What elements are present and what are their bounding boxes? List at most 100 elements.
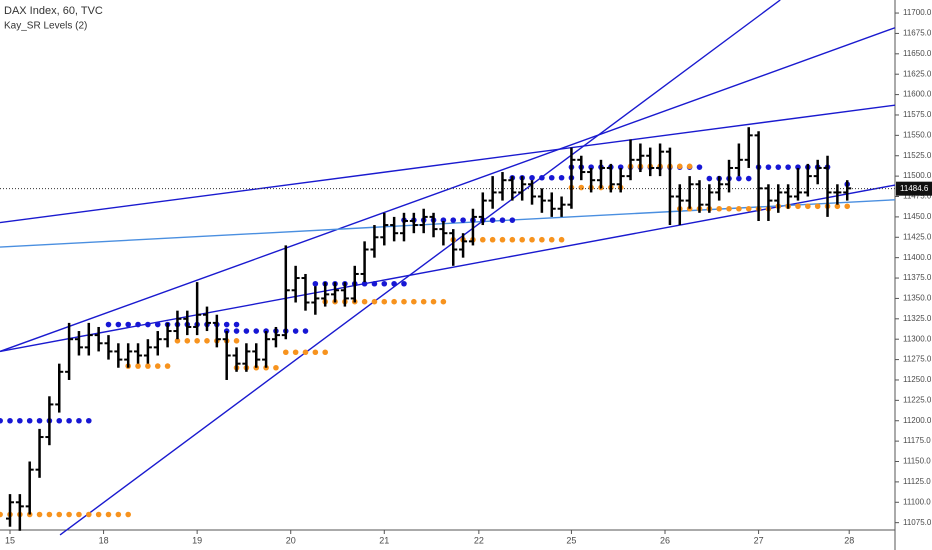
level-dot [194,338,200,344]
trendline [0,199,896,248]
level-dot [479,236,486,243]
y-tick-label: 11525.0 [903,151,932,160]
y-tick-label: 11225.0 [903,395,932,404]
level-dot [85,511,92,518]
level-dot [539,236,545,243]
level-dot [401,280,407,287]
sr-level [0,417,92,424]
level-dot [154,321,161,328]
level-dot [795,203,801,210]
y-tick-label: 11325.0 [903,314,932,323]
level-dot [706,175,713,182]
level-dot [371,280,378,287]
level-dot [440,298,447,305]
y-tick-label: 11400.0 [903,253,932,262]
level-dot [716,205,722,212]
level-dot [105,321,112,328]
sr-level [775,203,851,210]
level-dot [529,236,535,243]
level-dot [125,511,131,518]
level-dot [164,363,171,369]
level-dot [76,511,82,518]
level-dot [460,217,466,223]
sr-level [706,175,752,182]
level-dot [361,298,368,305]
level-dot [696,164,703,170]
level-dot [312,349,319,356]
level-dot [292,328,299,334]
y-tick-label: 11575.0 [903,110,932,119]
level-dot [292,349,299,356]
level-dot [253,328,260,334]
level-dot [312,280,319,287]
level-dot [233,338,240,344]
y-tick-label: 11100.0 [903,497,931,506]
level-dot [174,338,181,344]
x-tick-label: 22 [474,535,484,545]
level-dot [125,321,131,328]
level-dot [46,511,53,518]
level-dot [548,174,555,181]
level-dot [26,417,33,424]
level-dot [223,321,230,328]
indicator-label: Kay_SR Levels (2) [4,21,87,32]
level-dot [371,298,378,305]
y-tick-label: 11375.0 [903,273,932,282]
level-dot [7,417,13,424]
level-dot [411,298,417,305]
level-dot [499,217,506,223]
level-dot [450,217,457,223]
level-dot [381,298,388,305]
sr-level [401,217,516,223]
level-dot [85,417,92,424]
level-dot [282,349,289,356]
level-dot [785,164,791,170]
level-dot [844,203,851,210]
level-dot [765,164,772,170]
level-dot [430,298,437,305]
level-dot [814,203,821,210]
level-dot [489,217,496,223]
level-dot [66,417,72,424]
y-tick-label: 11625.0 [903,69,932,78]
y-tick-label: 11200.0 [903,416,932,425]
last-price-label: 11484.6 [900,184,929,193]
level-dot [184,338,191,344]
y-tick-label: 11550.0 [903,130,932,139]
level-dot [273,364,279,371]
level-dot [499,236,506,243]
y-tick-label: 11125.0 [903,477,931,486]
level-dot [95,511,102,518]
level-dot [509,217,516,223]
x-tick-label: 19 [192,535,202,545]
level-dot [745,205,752,212]
level-dot [401,298,407,305]
sr-level [322,298,447,305]
level-dot [529,174,535,181]
y-tick-label: 11075.0 [903,518,932,527]
y-tick-label: 11150.0 [903,457,931,466]
y-tick-label: 11700.0 [903,8,932,17]
level-dot [736,175,742,182]
level-dot [558,236,565,243]
level-dot [115,511,122,518]
y-tick-label: 11675.0 [903,29,932,38]
level-dot [676,163,683,170]
level-dot [381,280,388,287]
level-dot [539,174,545,181]
level-dot [440,217,447,223]
x-tick-label: 18 [99,535,109,545]
sr-level [509,174,575,181]
level-dot [489,236,496,243]
level-dot [391,298,397,305]
y-tick-label: 11275.0 [903,355,932,364]
y-tick-label: 11425.0 [903,232,932,241]
level-dot [558,174,565,181]
level-dot [0,417,3,424]
level-dot [420,298,427,305]
y-tick-label: 11300.0 [903,334,932,343]
y-tick-label: 11350.0 [903,294,932,303]
level-dot [302,328,309,334]
